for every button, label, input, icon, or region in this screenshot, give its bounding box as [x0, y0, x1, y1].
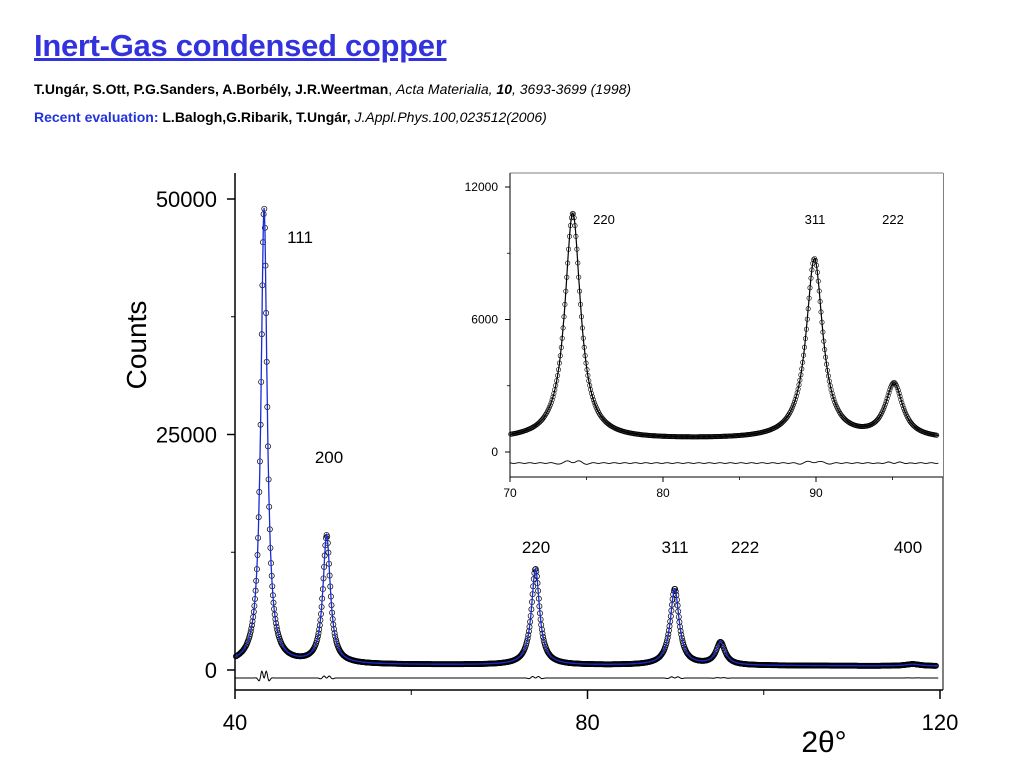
y-tick-label: 25000: [156, 423, 217, 448]
inset-data-point: [590, 397, 596, 403]
inset-data-point: [778, 421, 784, 427]
y-axis-label: Counts: [121, 301, 152, 390]
inset-data-point: [836, 409, 842, 415]
inset-data-point: [592, 402, 598, 408]
peak-label-311: 311: [661, 538, 688, 557]
inset-data-point: [871, 420, 877, 426]
inset-data-point: [886, 390, 892, 396]
inset-data-point: [591, 400, 597, 406]
inset-data-point: [875, 416, 881, 422]
inset-data-point: [906, 417, 912, 423]
inset-data-point: [790, 402, 796, 408]
y-tick-label: 0: [205, 658, 217, 683]
peak-label-200: 200: [315, 448, 343, 467]
data-point: [710, 652, 717, 659]
inset-x-tick-label: 70: [503, 486, 517, 500]
inset-data-point: [546, 404, 552, 410]
inset-data-point: [534, 421, 540, 427]
inset-data-point: [882, 401, 888, 407]
inset-y-tick-label: 6000: [471, 313, 498, 327]
inset-peak-label-311: 311: [805, 212, 826, 227]
inset-data-point: [897, 393, 903, 399]
inset-data-point: [547, 402, 553, 408]
reference-2-journal: J.Appl.Phys.100,023512(2006): [354, 109, 547, 125]
peak-label-220: 220: [522, 538, 550, 557]
inset-data-point: [881, 404, 887, 410]
reference-2-authors: L.Balogh,G.Ribarik, T.Ungár,: [158, 109, 355, 125]
reference-1-journal: Acta Materialia,: [396, 81, 497, 97]
peak-label-222: 222: [731, 538, 759, 557]
peak-label-111: 111: [287, 228, 313, 247]
inset-data-point: [791, 399, 797, 405]
reference-1: T.Ungár, S.Ott, P.G.Sanders, A.Borbély, …: [34, 81, 631, 97]
x-axis-label: 2θ°: [801, 726, 846, 759]
inset-data-point: [887, 387, 893, 393]
inset-y-tick-label: 12000: [465, 180, 499, 194]
inset-data-point: [902, 408, 908, 414]
main-diffraction-chart: 0 25000 50000 40 80 120 Counts 2θ° 111 200 220 311 2…: [121, 173, 958, 759]
inset-data-point: [540, 416, 546, 422]
inset-data-point: [784, 414, 790, 420]
inset-data-point: [841, 415, 847, 421]
inset-data-point: [597, 411, 603, 417]
inset-data-point: [833, 402, 839, 408]
inset-data-point: [790, 404, 796, 410]
inset-x-tick-label: 80: [656, 486, 670, 500]
inset-data-point: [548, 400, 554, 406]
reference-1-authors: T.Ungár, S.Ott, P.G.Sanders, A.Borbély, …: [34, 81, 389, 97]
inset-data-point: [880, 406, 886, 412]
data-point: [672, 586, 679, 592]
inset-data-point: [883, 398, 889, 404]
inset-data-point: [792, 396, 798, 402]
inset-data-point: [783, 415, 789, 421]
inset-data-point: [779, 419, 785, 425]
inset-data-point: [876, 415, 882, 421]
inset-background: [510, 173, 943, 477]
data-point: [240, 646, 247, 653]
inset-data-point: [779, 420, 785, 426]
inset-peak-label-222: 222: [882, 212, 904, 227]
data-point: [658, 651, 665, 658]
inset-data-point: [832, 399, 838, 405]
inset-data-point: [535, 420, 541, 426]
reference-1-separator: ,: [388, 81, 397, 97]
data-point: [242, 643, 249, 650]
x-tick-label: 40: [223, 710, 247, 735]
inset-x-tick-label: 90: [809, 486, 823, 500]
reference-2: Recent evaluation: L.Balogh,G.Ribarik, T…: [34, 109, 547, 125]
inset-data-point: [831, 396, 837, 402]
y-tick-label: 50000: [156, 187, 217, 212]
inset-data-point: [884, 396, 890, 402]
inset-data-point: [891, 380, 897, 386]
inset-peak-label-220: 220: [593, 212, 615, 227]
reference-1-volume: 10: [496, 81, 512, 97]
inset-diffraction-chart: 0 6000 12000 70 80 90 220 311 222: [465, 172, 943, 500]
inset-y-tick-label: 0: [491, 445, 498, 459]
inset-data-point: [893, 382, 899, 388]
fit-curve: [234, 207, 939, 667]
inset-data-point: [894, 385, 900, 391]
inset-data-point: [900, 402, 906, 408]
x-tick-label: 120: [922, 710, 959, 735]
x-tick-label: 80: [575, 710, 599, 735]
inset-fit-curve: [510, 212, 939, 438]
inset-data-point: [541, 414, 547, 420]
peak-label-400: 400: [894, 538, 922, 557]
reference-1-pages: , 3693-3699 (1998): [511, 81, 632, 97]
inset-data-point: [901, 405, 907, 411]
difference-curve: [235, 670, 939, 682]
page-title: Inert-Gas condensed copper: [34, 28, 447, 63]
reference-2-label: Recent evaluation:: [34, 109, 159, 125]
inset-data-point: [550, 394, 556, 400]
inset-difference-curve: [509, 460, 939, 465]
